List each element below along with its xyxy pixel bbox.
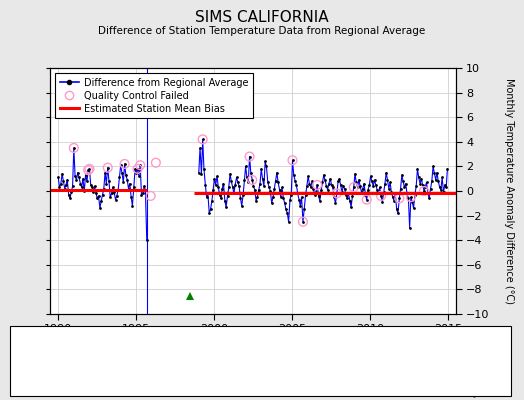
Text: Empirical Break: Empirical Break xyxy=(401,356,477,366)
Text: Time of Obs. Change: Time of Obs. Change xyxy=(262,356,364,366)
Point xyxy=(395,195,403,202)
Text: SIMS CALIFORNIA: SIMS CALIFORNIA xyxy=(195,10,329,25)
Text: Berkeley Earth: Berkeley Earth xyxy=(436,388,508,398)
Point xyxy=(85,166,94,172)
Legend: Difference from Regional Average, Quality Control Failed, Estimated Station Mean: Difference from Regional Average, Qualit… xyxy=(54,73,253,118)
Text: ▲: ▲ xyxy=(135,356,143,366)
Point xyxy=(248,177,256,183)
Point xyxy=(147,193,155,199)
Point xyxy=(407,194,415,200)
Y-axis label: Monthly Temperature Anomaly Difference (°C): Monthly Temperature Anomaly Difference (… xyxy=(504,78,514,304)
Point xyxy=(350,184,358,190)
Point xyxy=(134,166,142,172)
Point xyxy=(299,218,307,225)
Point xyxy=(288,157,297,164)
Text: ▼: ▼ xyxy=(247,356,256,366)
Text: Station Move: Station Move xyxy=(39,356,103,366)
Point xyxy=(70,145,78,151)
Point xyxy=(245,153,254,160)
Text: Record Gap: Record Gap xyxy=(149,356,206,366)
Point xyxy=(121,161,129,167)
Point xyxy=(136,162,145,168)
Text: ◆: ◆ xyxy=(25,356,33,366)
Point xyxy=(377,193,385,199)
Text: Difference of Station Temperature Data from Regional Average: Difference of Station Temperature Data f… xyxy=(99,26,425,36)
Point xyxy=(84,167,92,173)
Point xyxy=(313,182,321,188)
Point xyxy=(104,164,112,171)
Point xyxy=(151,160,160,166)
Point xyxy=(420,188,428,194)
Point xyxy=(363,196,371,203)
Point xyxy=(199,136,207,142)
Text: ■: ■ xyxy=(385,356,396,366)
Point xyxy=(333,190,341,197)
